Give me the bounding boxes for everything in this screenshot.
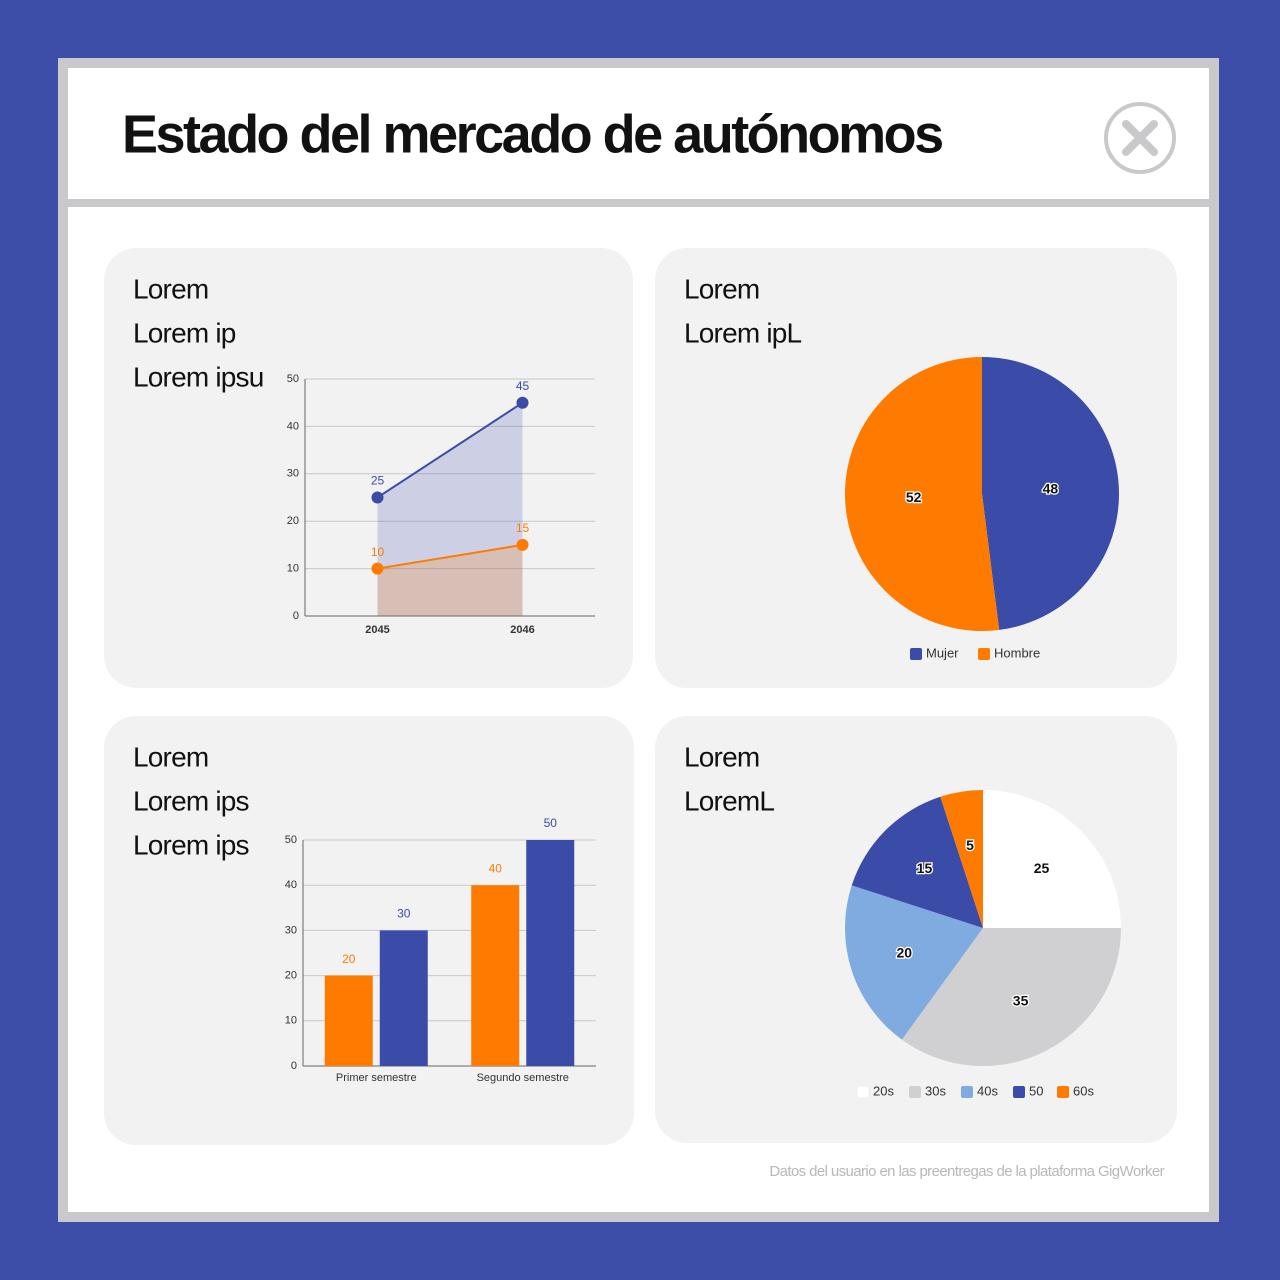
footer-note: Datos del usuario en las preentregas de … xyxy=(769,1163,1164,1180)
legend-swatch xyxy=(856,1085,870,1099)
y-tick-label: 50 xyxy=(287,373,299,385)
value-label: 30 xyxy=(397,907,411,921)
y-tick-label: 50 xyxy=(285,834,297,846)
line xyxy=(377,543,523,570)
bar xyxy=(526,840,575,1066)
card-title: Lorem xyxy=(133,741,208,772)
value-label: 20 xyxy=(342,952,356,966)
legend-label: Mujer xyxy=(926,645,959,660)
y-tick-label: 10 xyxy=(285,1015,297,1027)
x-tick-label: 2046 xyxy=(510,624,534,636)
y-tick-label: 0 xyxy=(291,1060,297,1072)
y-tick-label: 20 xyxy=(285,970,297,982)
legend-label: 20s xyxy=(873,1083,894,1098)
legend-label: 30s xyxy=(925,1083,946,1098)
legend-swatch xyxy=(1057,1086,1069,1098)
y-tick-label: 40 xyxy=(285,879,297,891)
legend-swatch xyxy=(909,1086,921,1098)
header-divider xyxy=(68,199,1209,207)
x-tick-label: Primer semestre xyxy=(336,1072,417,1084)
slice-label: 20 xyxy=(896,944,912,960)
slice-label: 25 xyxy=(1034,860,1050,876)
card-title: Lorem ips xyxy=(133,829,249,860)
y-tick-label: 10 xyxy=(287,563,299,575)
slice-label: 35 xyxy=(1013,992,1029,1008)
legend-swatch xyxy=(1013,1086,1025,1098)
value-label: 45 xyxy=(516,379,530,393)
bar xyxy=(324,975,373,1066)
pie-slice xyxy=(982,357,1119,630)
point xyxy=(371,562,384,575)
point xyxy=(516,396,529,409)
slice-label: 48 xyxy=(1043,480,1059,496)
x-tick-label: 2045 xyxy=(365,624,389,636)
slice-label: 52 xyxy=(906,489,922,505)
legend-swatch xyxy=(978,648,990,660)
card-title: Lorem ipL xyxy=(684,317,802,348)
legend-label: 50 xyxy=(1029,1083,1043,1098)
pie-slice xyxy=(851,796,983,928)
legend-swatch xyxy=(961,1086,973,1098)
line xyxy=(376,401,524,499)
point xyxy=(371,491,384,504)
card xyxy=(104,248,633,688)
legend-swatch xyxy=(910,648,922,660)
bar xyxy=(471,885,520,1066)
card-title: Lorem ipsu xyxy=(133,361,264,392)
close-icon[interactable] xyxy=(1122,120,1158,156)
card-title: Lorem xyxy=(684,273,759,304)
card-title: Lorem xyxy=(684,741,759,772)
card-title: LoremL xyxy=(684,785,774,816)
close-button[interactable] xyxy=(1104,102,1176,174)
bar xyxy=(379,930,428,1066)
y-tick-label: 30 xyxy=(287,468,299,480)
y-tick-label: 0 xyxy=(293,610,299,622)
slice-label: 15 xyxy=(917,860,933,876)
x-tick-label: Segundo semestre xyxy=(477,1072,569,1084)
pie-slice xyxy=(983,790,1121,928)
card-title: Lorem xyxy=(133,273,208,304)
y-tick-label: 40 xyxy=(287,420,299,432)
value-label: 40 xyxy=(489,861,503,875)
legend-label: 40s xyxy=(977,1083,998,1098)
value-label: 25 xyxy=(371,474,385,488)
value-label: 10 xyxy=(371,545,385,559)
legend-label: Hombre xyxy=(994,645,1040,660)
legend-label: 60s xyxy=(1073,1083,1094,1098)
value-label: 15 xyxy=(516,521,530,535)
point xyxy=(516,538,529,551)
card-title: Lorem ips xyxy=(133,785,249,816)
card-title: Lorem ip xyxy=(133,317,236,348)
pie-slice xyxy=(940,790,983,928)
pie-slice xyxy=(845,885,983,1040)
slice-label: 5 xyxy=(966,837,974,853)
y-tick-label: 30 xyxy=(285,924,297,936)
header-title: Estado del mercado de autónomos xyxy=(122,104,942,164)
pie-slice xyxy=(901,928,1121,1066)
value-label: 50 xyxy=(544,816,558,830)
y-tick-label: 20 xyxy=(287,515,299,527)
pie-slice xyxy=(845,357,1000,631)
